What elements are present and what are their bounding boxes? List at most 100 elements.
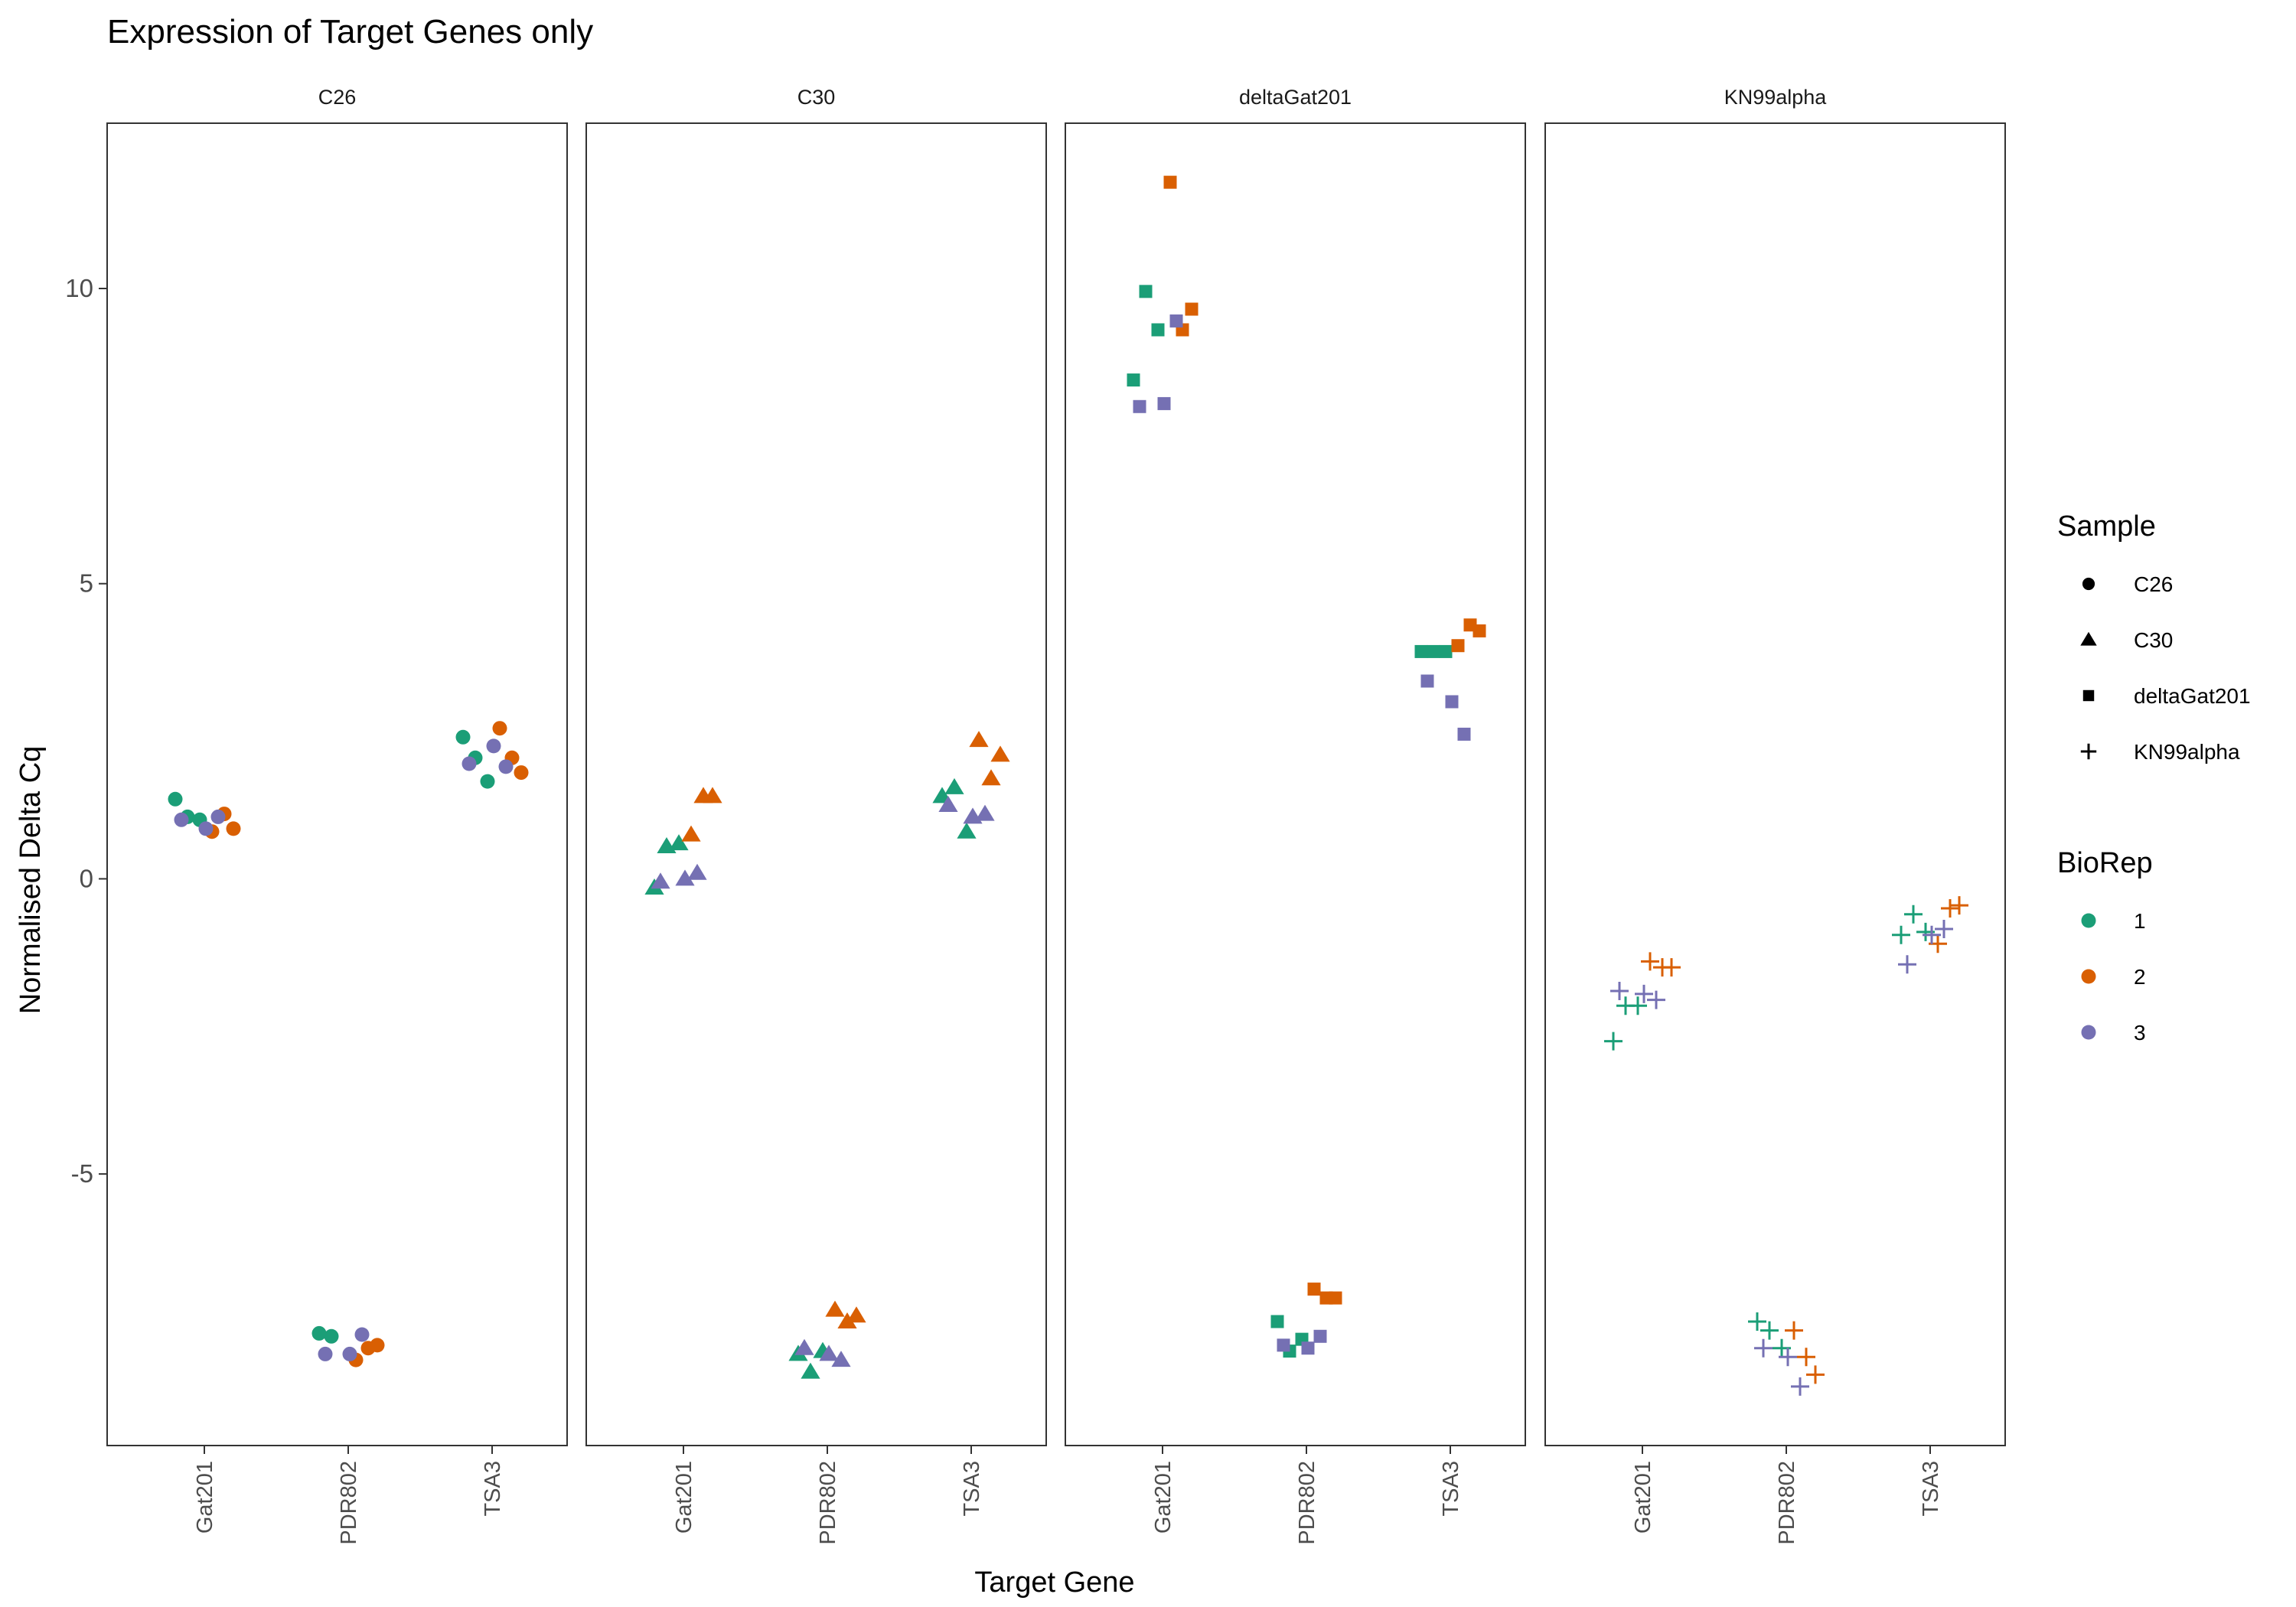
legend-biorep-key (2081, 969, 2096, 984)
data-point (480, 774, 495, 789)
facet-strip-label: C30 (797, 86, 836, 109)
legend-sample-label: deltaGat201 (2134, 684, 2251, 708)
data-point (675, 869, 695, 886)
data-point (354, 1327, 370, 1342)
data-point (1662, 958, 1681, 977)
facet-strip-label: deltaGat201 (1239, 86, 1352, 109)
data-point (1647, 990, 1665, 1009)
legend-biorep-label: 2 (2134, 965, 2146, 989)
legend-sample-key (2082, 577, 2095, 591)
data-point (1445, 695, 1459, 709)
data-point (1785, 1321, 1803, 1340)
data-point (174, 812, 189, 827)
data-point (342, 1346, 357, 1361)
data-point (825, 1300, 845, 1317)
facet-panel: deltaGat201 Gat201 PDR802 TSA3 (1065, 86, 1526, 1545)
data-point (794, 1338, 814, 1355)
data-point (1313, 1329, 1327, 1343)
panel-border (1544, 122, 2006, 1446)
legend-sample-key (2082, 689, 2095, 702)
facet-strip-label: C26 (318, 86, 357, 109)
data-point (311, 1325, 327, 1341)
data-point (461, 756, 477, 771)
data-point (1473, 624, 1486, 637)
data-point (1941, 899, 1959, 918)
data-point (681, 825, 701, 842)
x-tick-label: Gat201 (1151, 1461, 1176, 1534)
data-point (819, 1345, 839, 1361)
data-point (1169, 314, 1183, 328)
data-point (1904, 905, 1923, 924)
x-axis-label: Target Gene (974, 1566, 1134, 1599)
data-point (168, 791, 183, 807)
legend-biorep-title: BioRep (2057, 847, 2153, 879)
y-tick-label: 0 (80, 864, 93, 892)
data-point (957, 822, 977, 839)
data-point (318, 1346, 333, 1361)
data-point (1329, 1291, 1342, 1305)
legend-biorep-key (2081, 1025, 2096, 1040)
x-tick-label: TSA3 (1919, 1461, 1943, 1517)
x-tick-label: TSA3 (960, 1461, 984, 1517)
data-point (1604, 1032, 1623, 1051)
x-tick-label: PDR802 (1295, 1461, 1319, 1545)
data-point (486, 738, 501, 754)
data-point (1420, 674, 1434, 688)
x-tick-label: Gat201 (1631, 1461, 1655, 1534)
legend-sample-key (2080, 743, 2097, 760)
data-point (1797, 1348, 1815, 1367)
data-point (1163, 175, 1177, 189)
data-point (1185, 302, 1199, 316)
data-point (801, 1362, 820, 1379)
data-point (969, 731, 989, 748)
facet-panels: C26 Gat201 PDR802 TSA3 -5 0 5 10 C30 Gat201 PDR802… (65, 86, 2006, 1545)
y-tick-label: 10 (65, 274, 93, 302)
data-point (981, 769, 1001, 786)
data-point (1760, 1321, 1779, 1340)
data-point (1457, 727, 1471, 741)
data-point (1748, 1312, 1766, 1331)
data-point (1779, 1348, 1797, 1367)
panel-border (1065, 122, 1526, 1446)
x-tick-label: Gat201 (193, 1461, 217, 1534)
data-point (1157, 396, 1171, 410)
legend-sample-label: C30 (2134, 628, 2173, 652)
data-point (514, 765, 529, 781)
x-tick-label: PDR802 (337, 1461, 361, 1545)
facet-strip-label: KN99alpha (1724, 86, 1828, 109)
panel-border (585, 122, 1047, 1446)
x-tick-label: TSA3 (481, 1461, 505, 1517)
data-point (226, 821, 241, 836)
legend-sample-title: Sample (2057, 510, 2156, 543)
legend-biorep: BioRep 1 2 3 (2057, 847, 2153, 1045)
data-point (1139, 285, 1153, 298)
data-point (1439, 644, 1453, 658)
data-point (1301, 1341, 1315, 1355)
data-point (1151, 323, 1165, 337)
data-point (370, 1338, 385, 1353)
data-point (990, 745, 1010, 762)
data-point (651, 872, 670, 889)
data-point (1923, 925, 1941, 944)
legend-biorep-label: 1 (2134, 909, 2146, 933)
data-point (846, 1306, 866, 1323)
data-point (944, 777, 964, 794)
data-point (324, 1328, 339, 1344)
data-point (1307, 1283, 1321, 1296)
data-point (687, 863, 707, 880)
data-point (938, 796, 958, 812)
data-point (1427, 644, 1440, 658)
data-point (1935, 920, 1953, 938)
x-tick-label: TSA3 (1439, 1461, 1463, 1517)
data-point (1754, 1338, 1773, 1358)
data-point (1270, 1315, 1284, 1328)
data-point (1892, 925, 1910, 944)
data-point (1414, 644, 1428, 658)
legend-sample: Sample C26 C30 deltaGat201 KN99alpha (2057, 510, 2251, 764)
data-point (1629, 996, 1647, 1015)
data-point (1127, 373, 1140, 387)
data-point (1791, 1377, 1809, 1396)
data-point (455, 729, 471, 745)
data-point (1641, 952, 1659, 971)
